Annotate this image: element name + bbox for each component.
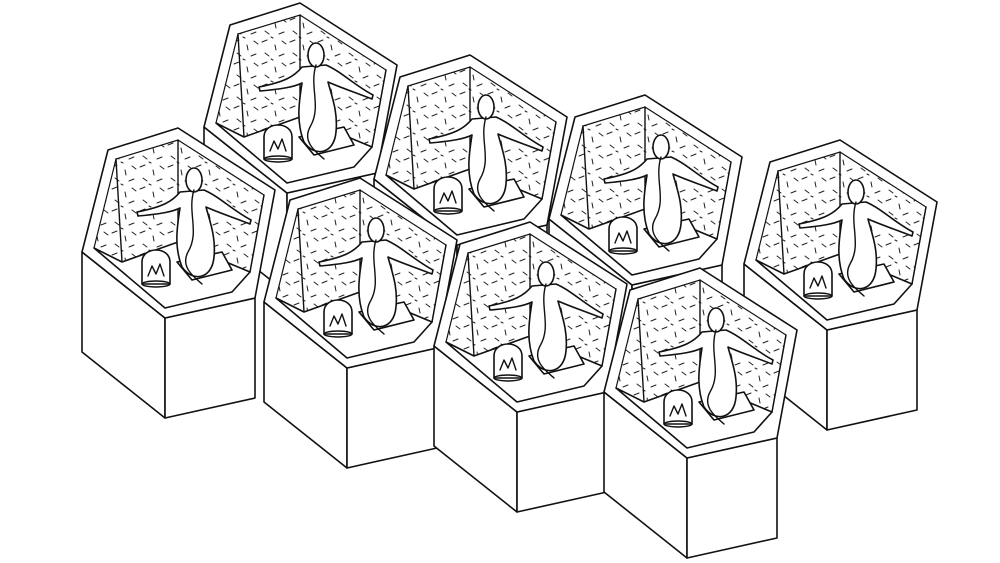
cell	[603, 267, 798, 559]
cell	[81, 127, 276, 419]
cell	[433, 221, 628, 513]
cells	[81, 2, 938, 559]
cell	[263, 177, 458, 469]
